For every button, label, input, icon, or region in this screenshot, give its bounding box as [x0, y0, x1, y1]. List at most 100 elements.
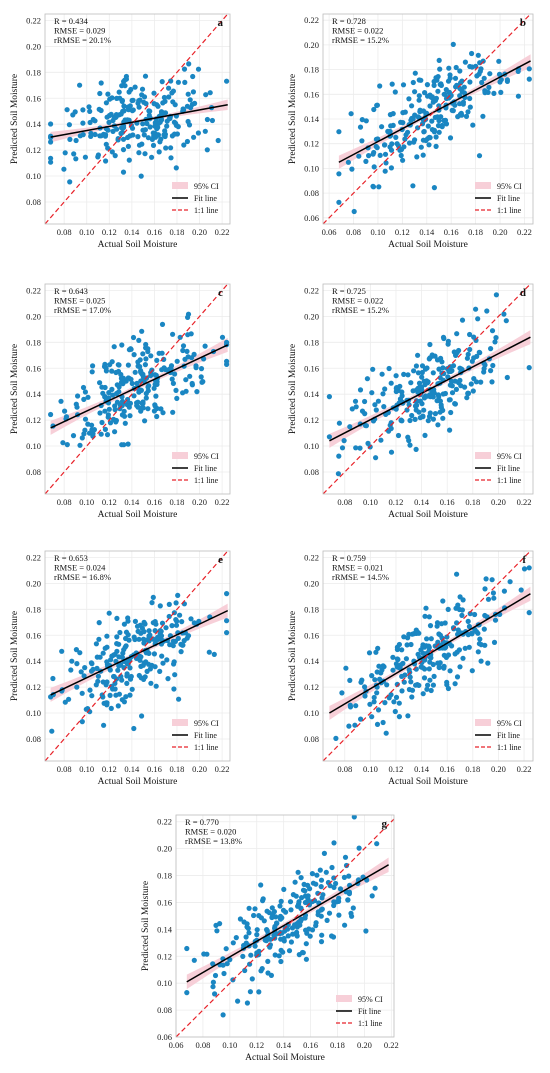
data-point — [463, 113, 470, 119]
data-point — [431, 185, 437, 191]
data-point — [457, 101, 463, 107]
data-point — [138, 173, 144, 179]
y-tick-label: 0.10 — [304, 708, 319, 718]
data-point — [331, 884, 337, 891]
data-point — [400, 110, 406, 116]
data-point — [473, 379, 479, 385]
data-point — [151, 101, 157, 107]
data-point — [357, 445, 363, 451]
data-point — [353, 703, 359, 709]
data-point — [459, 607, 465, 613]
panel-e: 0.08 0.10 0.12 0.14 0.16 0.18 0.20 0.22 0.08 0.10… — [10, 550, 231, 787]
data-point — [73, 647, 79, 653]
stat-text: R = 0.770 — [185, 817, 219, 827]
stat-text: RMSE = 0.021 — [332, 563, 383, 573]
data-point — [430, 661, 436, 668]
data-point — [393, 385, 399, 391]
legend: 95% CI Fit line 1:1 line — [172, 182, 219, 215]
data-point — [459, 78, 465, 84]
y-axis-label: Predicted Soil Moisture — [288, 74, 298, 164]
data-point — [123, 643, 129, 649]
data-point — [407, 669, 413, 675]
data-point — [109, 149, 115, 155]
data-point — [341, 874, 347, 881]
scatter-points — [184, 815, 380, 1018]
data-point — [417, 398, 423, 404]
x-tick-label: 0.18 — [170, 764, 185, 774]
data-point — [372, 402, 378, 408]
data-point — [290, 931, 296, 937]
data-point — [149, 136, 155, 142]
data-point — [419, 659, 425, 666]
data-point — [369, 673, 375, 679]
data-point — [478, 379, 484, 385]
data-point — [184, 348, 190, 354]
data-point — [170, 638, 176, 644]
legend-ci-label: 95% CI — [194, 182, 219, 191]
data-point — [467, 79, 473, 85]
data-point — [352, 722, 358, 728]
data-point — [390, 111, 396, 117]
data-point — [123, 629, 130, 635]
data-point — [185, 91, 191, 97]
x-tick-label: 0.18 — [170, 497, 185, 507]
data-point — [413, 363, 419, 369]
data-point — [50, 675, 56, 682]
data-point — [114, 641, 120, 647]
x-axis-label: Actual Soil Moisture — [98, 510, 178, 520]
data-point — [118, 371, 124, 378]
data-point — [439, 124, 445, 130]
data-point — [470, 388, 476, 394]
x-tick-label: 0.18 — [330, 1040, 345, 1050]
data-point — [130, 97, 136, 103]
plot-frame — [322, 283, 534, 495]
data-point — [446, 65, 452, 71]
data-point — [383, 160, 389, 166]
x-tick-label: 0.16 — [147, 497, 162, 507]
data-point — [195, 66, 202, 72]
data-point — [388, 380, 394, 386]
stat-text: RMSE = 0.029 — [54, 26, 105, 36]
data-point — [401, 679, 407, 685]
data-point — [418, 384, 425, 390]
data-point — [416, 380, 423, 386]
data-point — [490, 590, 496, 596]
data-point — [492, 617, 499, 623]
data-point — [148, 353, 154, 359]
data-point — [356, 845, 362, 851]
data-point — [140, 351, 146, 357]
data-point — [366, 153, 372, 159]
data-point — [233, 935, 239, 941]
data-point — [117, 629, 123, 636]
data-point — [264, 908, 270, 914]
data-point — [343, 862, 350, 869]
data-point — [366, 650, 373, 656]
x-tick-label: 0.20 — [491, 764, 506, 774]
x-tick-label: 0.14 — [124, 227, 140, 237]
data-point — [224, 78, 230, 84]
data-point — [77, 650, 83, 656]
data-point — [422, 90, 428, 96]
data-point — [483, 576, 489, 582]
data-point — [357, 124, 364, 130]
data-point — [71, 151, 77, 157]
data-point — [99, 419, 105, 426]
data-point — [162, 98, 168, 104]
data-point — [219, 334, 226, 340]
data-point — [136, 142, 143, 148]
data-point — [493, 292, 499, 298]
data-point — [303, 956, 309, 962]
data-point — [396, 700, 402, 706]
data-point — [427, 655, 433, 661]
scatter-points — [333, 565, 532, 742]
data-point — [475, 649, 481, 655]
data-point — [337, 886, 344, 892]
data-point — [437, 66, 443, 72]
data-point — [48, 121, 54, 127]
data-point — [433, 143, 439, 149]
data-point — [170, 88, 176, 94]
plot-frame — [322, 13, 534, 225]
legend-fit-label: Fit line — [194, 194, 217, 203]
data-point — [187, 97, 193, 103]
data-point — [104, 679, 110, 685]
